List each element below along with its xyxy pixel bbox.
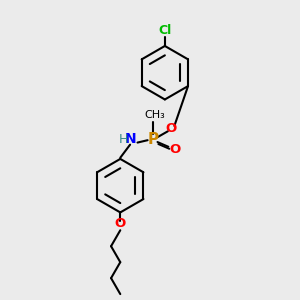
- Text: P: P: [147, 132, 158, 147]
- Text: O: O: [115, 217, 126, 230]
- Text: Cl: Cl: [158, 24, 172, 37]
- Text: N: N: [124, 132, 136, 146]
- Text: CH₃: CH₃: [144, 110, 165, 120]
- Text: O: O: [169, 142, 181, 156]
- Text: H: H: [118, 133, 128, 146]
- Text: O: O: [166, 122, 177, 135]
